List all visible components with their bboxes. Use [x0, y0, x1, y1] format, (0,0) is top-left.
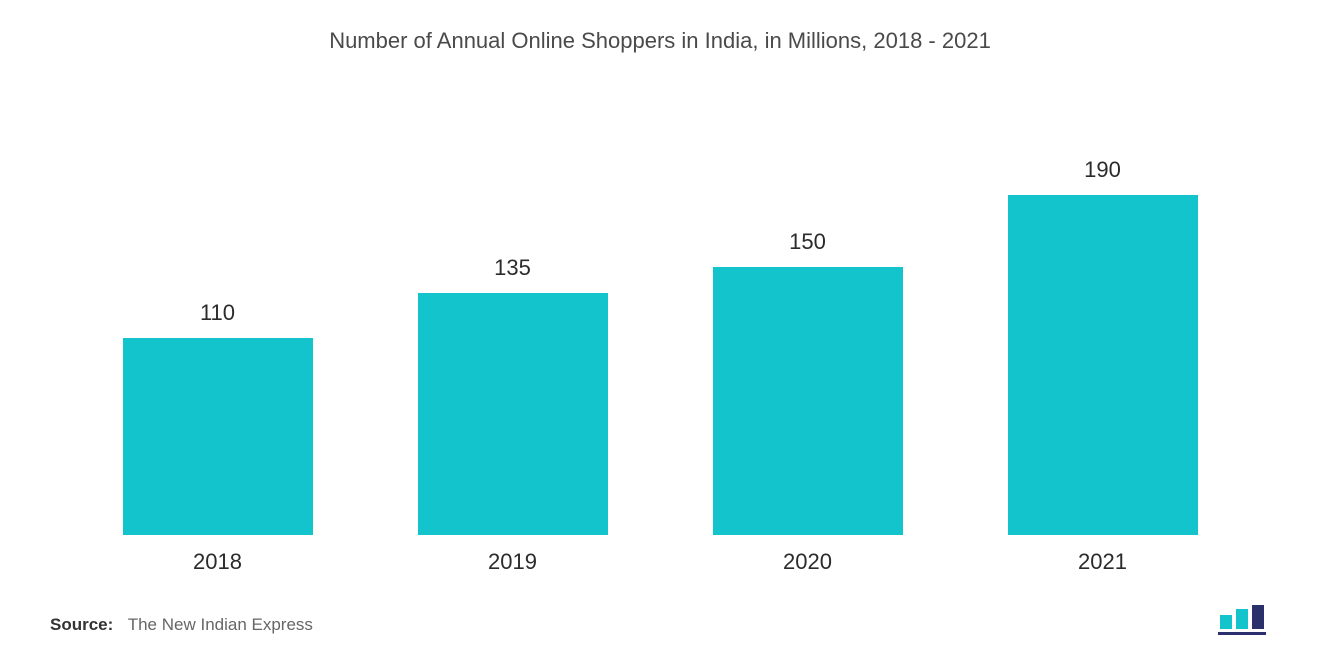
bar-group-2: 150 2020	[678, 229, 938, 575]
bar	[418, 293, 608, 535]
bar-category-label: 2021	[1078, 549, 1127, 575]
brand-logo-icon	[1218, 605, 1270, 635]
bar	[713, 267, 903, 535]
chart-title: Number of Annual Online Shoppers in Indi…	[40, 28, 1280, 54]
bar	[1008, 195, 1198, 535]
bar-group-0: 110 2018	[88, 300, 348, 575]
bar-value: 190	[1084, 157, 1121, 183]
bar-group-3: 190 2021	[973, 157, 1233, 575]
source-text: The New Indian Express	[128, 615, 313, 634]
bar-value: 150	[789, 229, 826, 255]
bar-value: 110	[200, 300, 235, 326]
plot-area: 110 2018 135 2019 150 2020 190 2021	[40, 64, 1280, 575]
bar-category-label: 2020	[783, 549, 832, 575]
footer-row: Source: The New Indian Express	[40, 575, 1280, 635]
bar-group-1: 135 2019	[383, 255, 643, 575]
bar-category-label: 2018	[193, 549, 242, 575]
bar-value: 135	[494, 255, 531, 281]
bar	[123, 338, 313, 535]
source-line: Source: The New Indian Express	[50, 615, 313, 635]
source-label: Source:	[50, 615, 113, 634]
chart-container: Number of Annual Online Shoppers in Indi…	[0, 0, 1320, 665]
bar-category-label: 2019	[488, 549, 537, 575]
